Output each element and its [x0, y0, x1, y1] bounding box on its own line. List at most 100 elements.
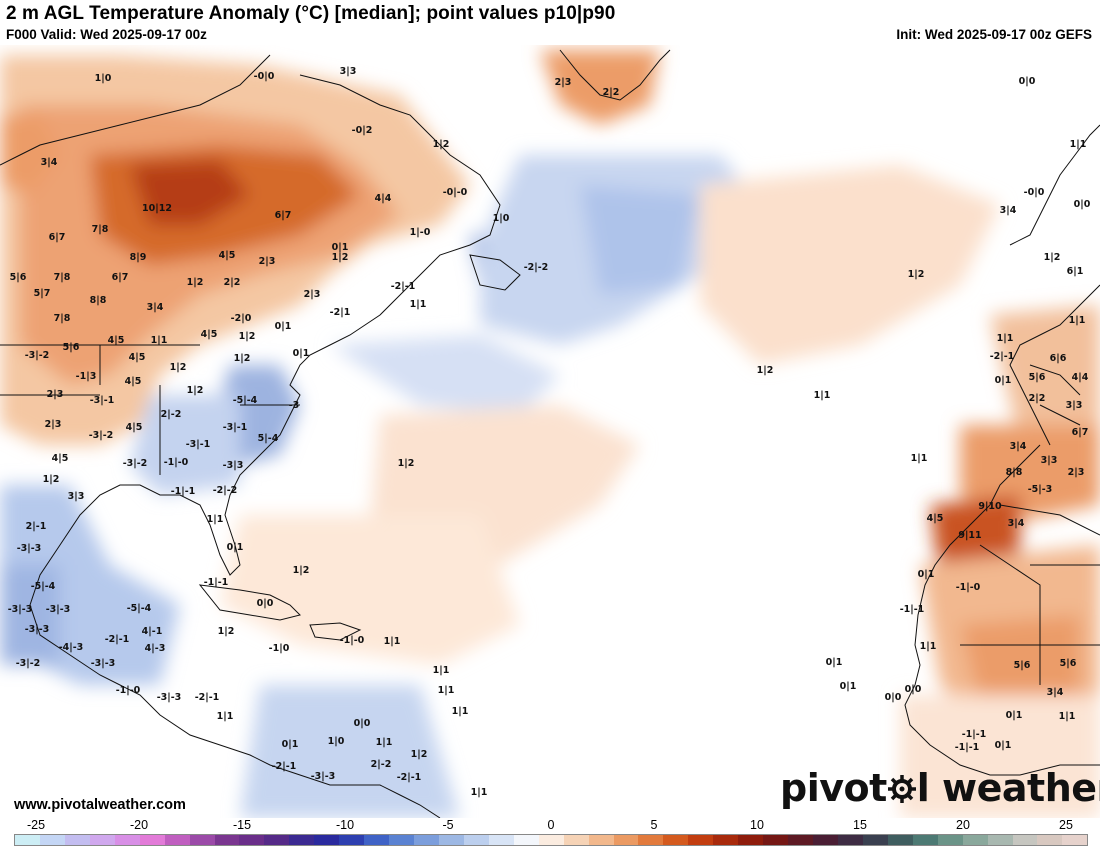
point-value-label: 5|6	[10, 272, 27, 283]
point-value-label: 8|8	[1006, 467, 1023, 478]
anomaly-map[interactable]: 1|0 -0|0 3|3 2|3 2|2 0|0 3|4 -0|2 1|2 1|1 10|12 6|7…	[0, 45, 1100, 818]
point-value-label: 6|7	[275, 210, 292, 221]
colorbar	[14, 834, 1088, 846]
point-value-label: 0|0	[885, 692, 902, 703]
colorbar-tick-label: -10	[335, 818, 355, 832]
point-value-label: 1|2	[187, 385, 204, 396]
point-value-label: -3|-1	[90, 395, 115, 406]
point-value-label: -3|-2	[16, 658, 41, 669]
colorbar-swatch	[713, 835, 739, 845]
point-value-label: 0|0	[257, 598, 274, 609]
point-value-label: -3|-2	[123, 458, 148, 469]
colorbar-swatch	[663, 835, 689, 845]
point-value-label: -0|0	[254, 71, 275, 82]
point-value-label: 2|2	[603, 87, 620, 98]
colorbar-tick-label: -15	[232, 818, 252, 832]
point-value-label: 4|5	[108, 335, 125, 346]
point-value-label: -1|-1	[962, 729, 987, 740]
point-value-label: 3|4	[147, 302, 164, 313]
point-value-label: 5|7	[34, 288, 51, 299]
colorbar-swatch	[264, 835, 290, 845]
point-value-label: 0|0	[1019, 76, 1036, 87]
point-value-label: -5|-4	[127, 603, 152, 614]
point-value-label: 6|6	[1050, 353, 1067, 364]
point-value-label: 3|3	[340, 66, 357, 77]
point-value-label: 4|5	[52, 453, 69, 464]
point-value-label: 0|1	[918, 569, 935, 580]
point-value-label: 7|8	[54, 272, 71, 283]
point-value-label: 3|3	[1041, 455, 1058, 466]
point-value-label: 1|1	[151, 335, 168, 346]
point-value-label: 8|8	[90, 295, 107, 306]
point-value-label: 2|-2	[371, 759, 392, 770]
point-value-label: 0|1	[826, 657, 843, 668]
point-value-label: 1|2	[908, 269, 925, 280]
point-value-label: 5|6	[63, 342, 80, 353]
point-value-label: 3|4	[1047, 687, 1064, 698]
colorbar-swatch	[638, 835, 664, 845]
point-value-label: 4|4	[1072, 372, 1089, 383]
point-value-label: -2|0	[231, 313, 252, 324]
point-value-label: 1|1	[433, 665, 450, 676]
point-value-label: 0|1	[227, 542, 244, 553]
point-value-label: 10|12	[142, 203, 172, 214]
point-value-label: 0|0	[354, 718, 371, 729]
point-value-label: 0|1	[840, 681, 857, 692]
colorbar-swatch	[738, 835, 764, 845]
colorbar-swatch	[488, 835, 514, 845]
point-value-label: 3|4	[1008, 518, 1025, 529]
logo-text-left: pivot	[780, 766, 887, 810]
point-value-label: 1|2	[170, 362, 187, 373]
point-value-label: 0|1	[995, 375, 1012, 386]
colorbar-swatch	[763, 835, 789, 845]
point-value-label: -1|-1	[204, 577, 229, 588]
colorbar-swatch	[613, 835, 639, 845]
colorbar-swatch	[513, 835, 539, 845]
colorbar-swatch	[164, 835, 190, 845]
point-value-label: 4|-1	[142, 626, 163, 637]
point-value-label: 2|3	[45, 419, 62, 430]
colorbar-swatch	[239, 835, 265, 845]
colorbar-swatch	[289, 835, 315, 845]
point-value-label: -1|-1	[955, 742, 980, 753]
colorbar-swatch	[189, 835, 215, 845]
colorbar-swatch	[114, 835, 140, 845]
point-value-label: 1|1	[1069, 315, 1086, 326]
point-value-label: 1|2	[187, 277, 204, 288]
point-value-label: -2|-1	[105, 634, 130, 645]
coastlines	[0, 49, 1100, 818]
point-value-label: -3|3	[223, 460, 244, 471]
point-value-label: 1|2	[218, 626, 235, 637]
point-value-label: 2|3	[259, 256, 276, 267]
point-value-label: 0|1	[332, 242, 349, 253]
website-url[interactable]: www.pivotalweather.com	[14, 797, 186, 813]
colorbar-tick-label: 0	[547, 818, 555, 832]
point-value-label: 1|1	[997, 333, 1014, 344]
point-value-label: -0|0	[1024, 187, 1045, 198]
map-area[interactable]: 1|0 -0|0 3|3 2|3 2|2 0|0 3|4 -0|2 1|2 1|1 10|12 6|7…	[0, 45, 1100, 818]
point-value-label: 1|2	[293, 565, 310, 576]
colorbar-swatch	[339, 835, 365, 845]
colorbar-swatch	[214, 835, 240, 845]
colorbar-tick-label: 25	[1059, 818, 1073, 832]
point-value-label: 6|1	[1067, 266, 1084, 277]
point-value-label: 4|5	[126, 422, 143, 433]
point-value-label: -3|-3	[157, 692, 182, 703]
colorbar-swatch	[1012, 835, 1038, 845]
point-value-label: 1|2	[757, 365, 774, 376]
point-value-label: -4|-3	[59, 642, 84, 653]
point-value-label: 2|3	[47, 389, 64, 400]
point-value-label: 1|2	[332, 252, 349, 263]
init-time: Init: Wed 2025-09-17 00z GEFS	[896, 27, 1092, 42]
point-value-labels: 1|0 -0|0 3|3 2|3 2|2 0|0 3|4 -0|2 1|2 1|1 10|12 6|7…	[8, 66, 1091, 798]
point-value-label: 1|2	[398, 458, 415, 469]
point-value-label: 1|1	[207, 514, 224, 525]
point-value-label: 4|5	[201, 329, 218, 340]
colorbar-tick-label: -5	[442, 818, 454, 832]
point-value-label: 1|0	[95, 73, 112, 84]
point-value-label: -1|3	[76, 371, 97, 382]
colorbar-swatch	[563, 835, 589, 845]
point-value-label: 1|0	[493, 213, 510, 224]
point-value-label: 3|4	[1000, 205, 1017, 216]
colorbar-swatch	[688, 835, 714, 845]
